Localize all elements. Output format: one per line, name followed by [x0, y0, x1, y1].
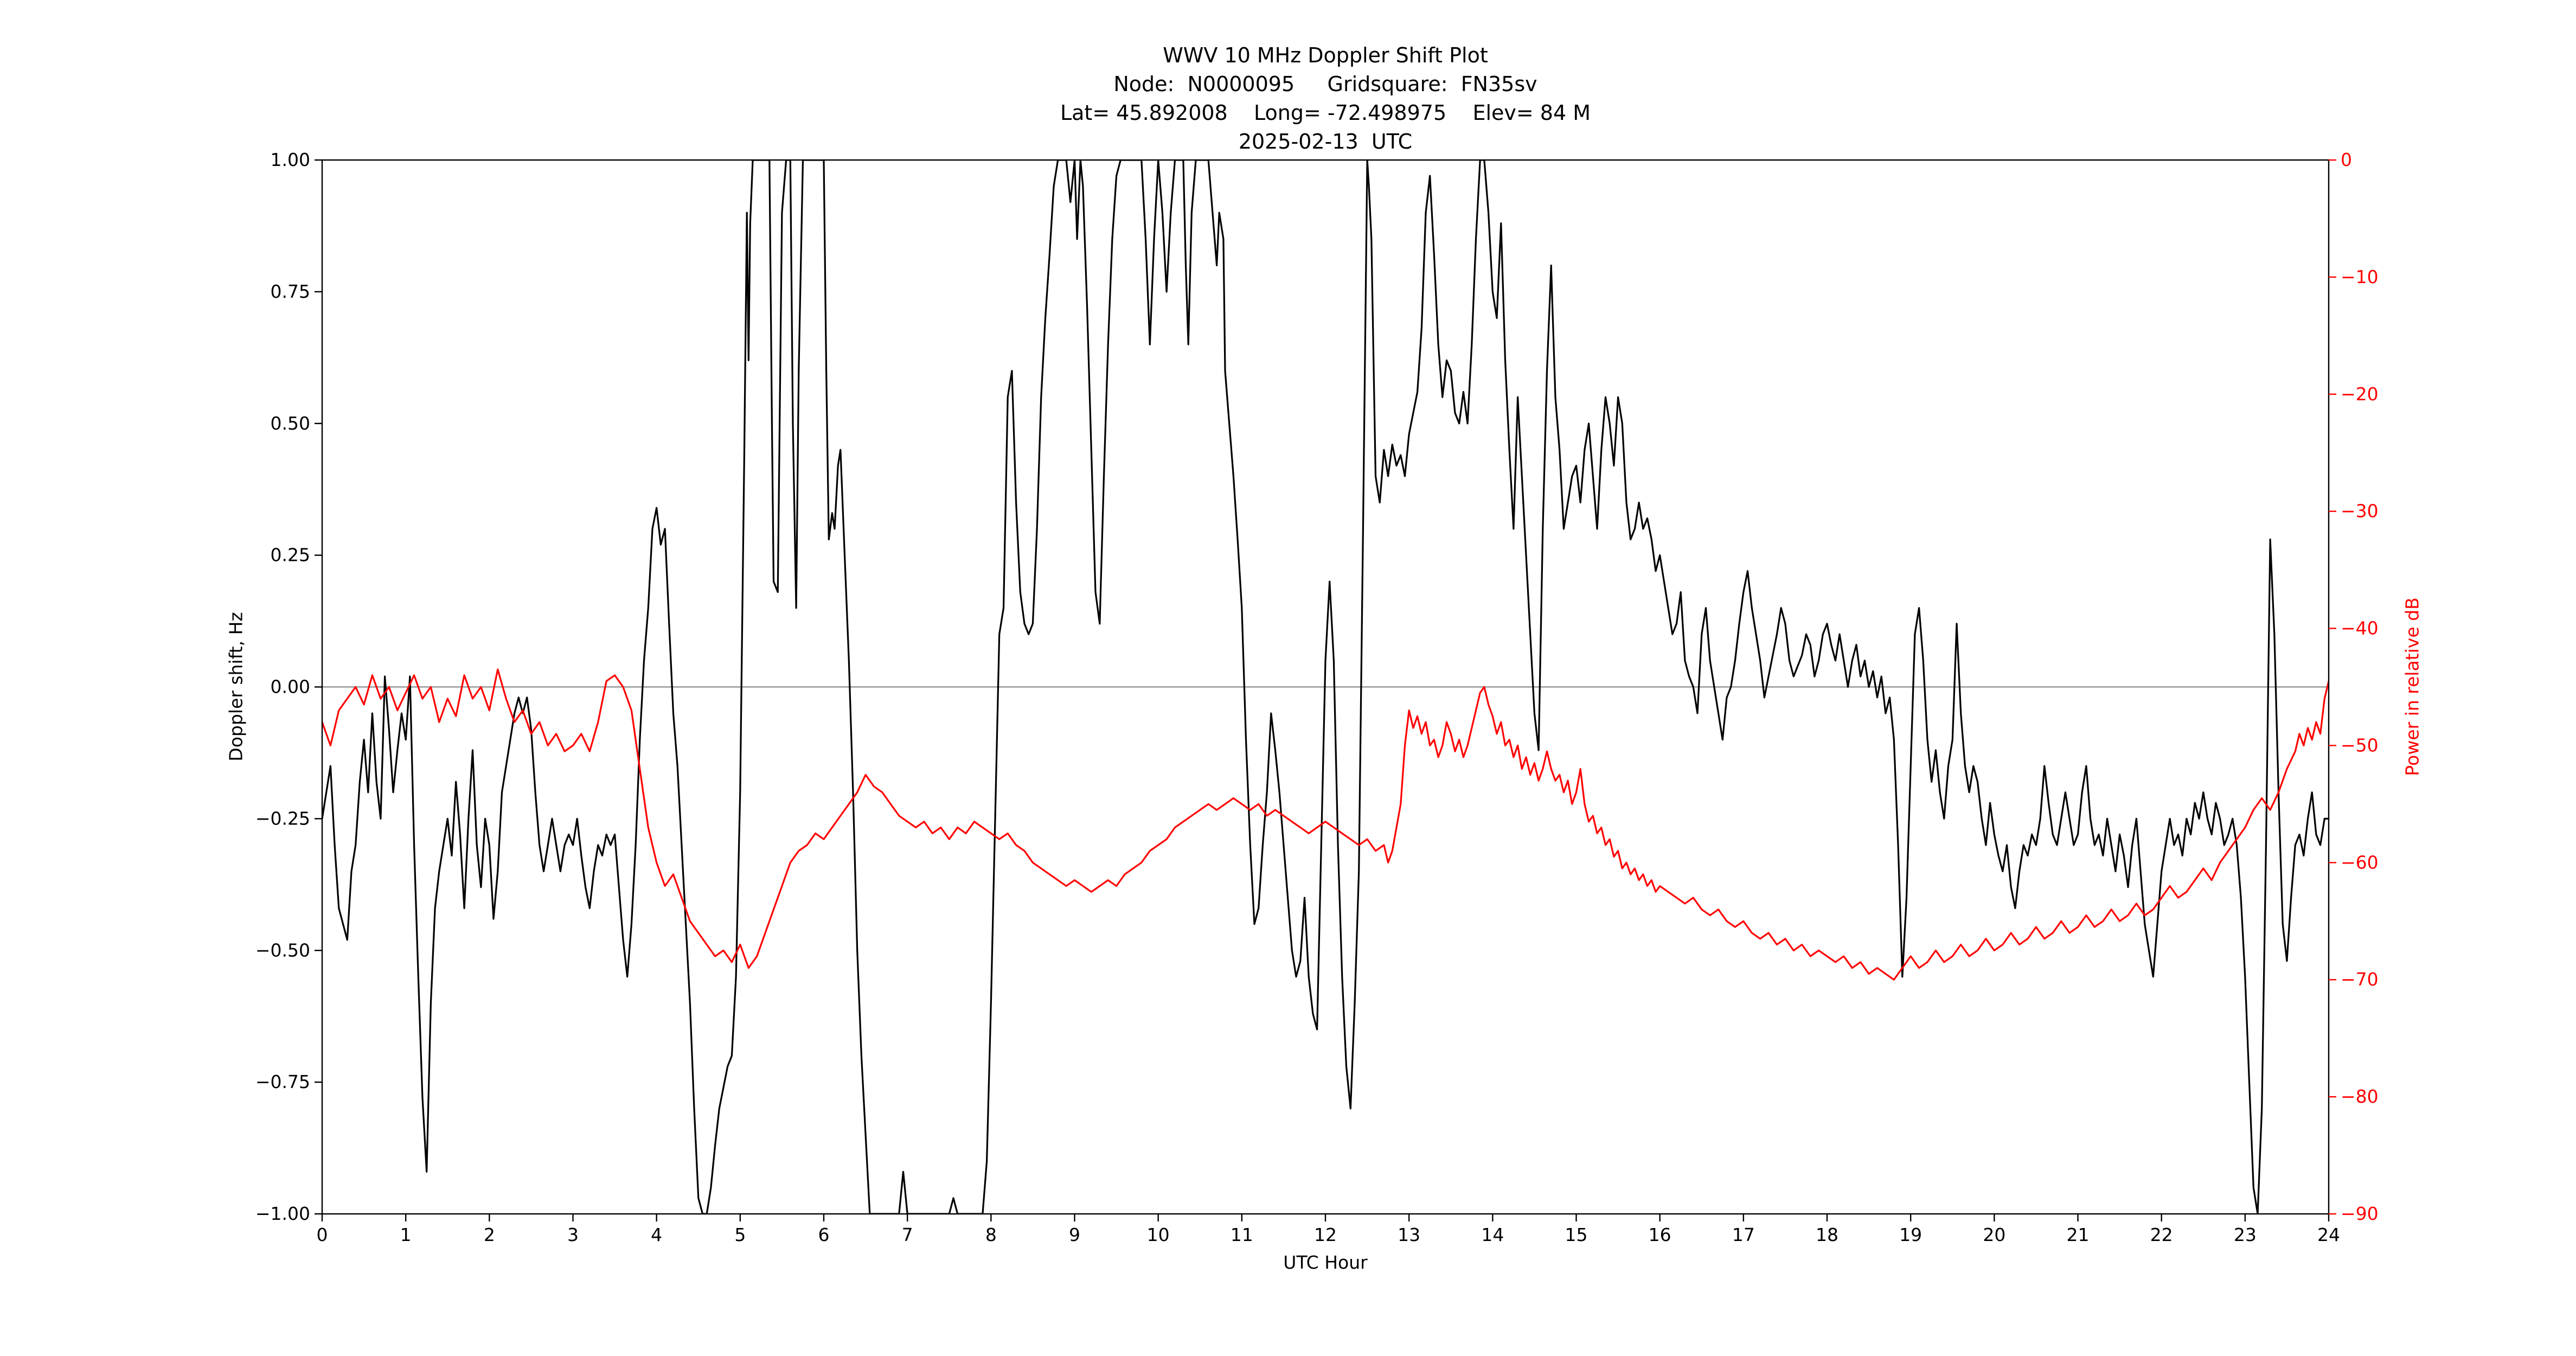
chart-subtitle-date-utc: 2025-02-13 UTC: [1238, 130, 1413, 153]
svg-text:0.75: 0.75: [271, 281, 310, 302]
svg-text:4: 4: [651, 1224, 662, 1245]
svg-text:−0.50: −0.50: [255, 939, 310, 961]
chart-title-block: WWV 10 MHz Doppler Shift Plot Node: N000…: [322, 41, 2329, 156]
svg-text:0.00: 0.00: [271, 676, 310, 698]
svg-text:8: 8: [985, 1224, 997, 1245]
svg-text:0: 0: [2341, 149, 2352, 170]
svg-text:7: 7: [902, 1224, 913, 1245]
svg-text:10: 10: [1147, 1224, 1170, 1245]
svg-text:22: 22: [2150, 1224, 2173, 1245]
svg-text:−1.00: −1.00: [255, 1203, 310, 1224]
svg-text:6: 6: [818, 1224, 830, 1245]
svg-text:−30: −30: [2341, 501, 2379, 522]
svg-text:0.25: 0.25: [271, 545, 310, 566]
svg-text:12: 12: [1314, 1224, 1337, 1245]
svg-text:−0.75: −0.75: [255, 1071, 310, 1092]
svg-text:3: 3: [567, 1224, 579, 1245]
svg-text:2: 2: [484, 1224, 495, 1245]
x-axis-label: UTC Hour: [1283, 1252, 1368, 1273]
svg-text:−80: −80: [2341, 1086, 2379, 1107]
svg-text:11: 11: [1231, 1224, 1253, 1245]
svg-text:20: 20: [1983, 1224, 2005, 1245]
svg-text:−20: −20: [2341, 383, 2379, 405]
svg-text:15: 15: [1565, 1224, 1588, 1245]
svg-text:1: 1: [400, 1224, 412, 1245]
svg-text:−60: −60: [2341, 852, 2379, 873]
svg-text:19: 19: [1899, 1224, 1922, 1245]
svg-text:21: 21: [2067, 1224, 2090, 1245]
svg-text:9: 9: [1069, 1224, 1080, 1245]
svg-text:18: 18: [1816, 1224, 1838, 1245]
svg-text:−0.25: −0.25: [255, 808, 310, 829]
svg-text:24: 24: [2317, 1224, 2340, 1245]
svg-text:5: 5: [734, 1224, 746, 1245]
svg-text:0: 0: [317, 1224, 328, 1245]
right-y-axis-label: Power in relative dB: [2401, 597, 2423, 776]
svg-text:16: 16: [1649, 1224, 1671, 1245]
svg-text:0.50: 0.50: [271, 413, 310, 434]
svg-text:−90: −90: [2341, 1203, 2379, 1224]
chart-subtitle-node-gridsquare: Node: N0000095 Gridsquare: FN35sv: [1113, 72, 1537, 96]
svg-text:14: 14: [1481, 1224, 1504, 1245]
svg-text:23: 23: [2234, 1224, 2257, 1245]
svg-text:13: 13: [1398, 1224, 1420, 1245]
svg-text:−70: −70: [2341, 969, 2379, 990]
svg-text:−50: −50: [2341, 734, 2379, 756]
chart-title: WWV 10 MHz Doppler Shift Plot: [1163, 43, 1488, 67]
svg-text:17: 17: [1732, 1224, 1755, 1245]
left-y-axis-label: Doppler shift, Hz: [225, 612, 247, 762]
svg-text:−10: −10: [2341, 266, 2379, 287]
chart-subtitle-location: Lat= 45.892008 Long= -72.498975 Elev= 84…: [1060, 101, 1591, 125]
svg-text:1.00: 1.00: [271, 149, 310, 170]
svg-text:−40: −40: [2341, 618, 2379, 639]
